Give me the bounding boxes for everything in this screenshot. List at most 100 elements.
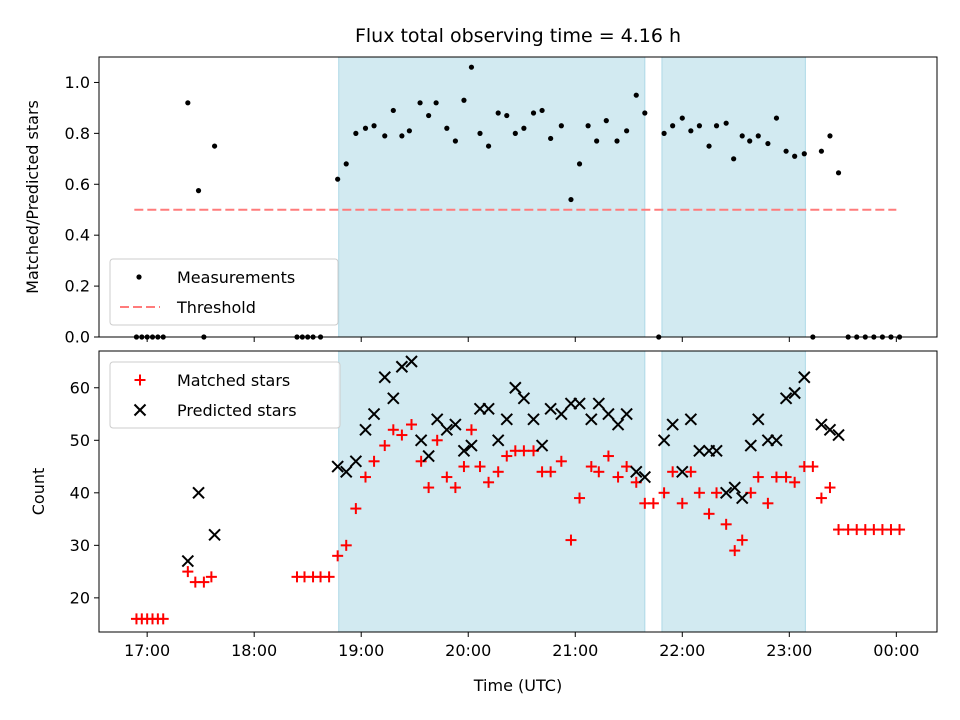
measurement-point: [371, 123, 377, 129]
matched-star-point: [518, 445, 530, 457]
cross-stroke-b: [657, 434, 671, 447]
matched-star-point: [458, 461, 470, 473]
predicted-legend-marker: [133, 403, 147, 417]
bottom-y-ticks: 20 30 40 50 60: [70, 378, 99, 607]
y-tick-label: 50: [70, 431, 90, 450]
y-tick-label: 40: [70, 483, 90, 502]
measurement-point: [521, 125, 527, 131]
measurement-point: [353, 130, 359, 136]
matched-star-point: [894, 524, 906, 536]
matched-star-point: [685, 466, 697, 478]
predicted-star-point: [359, 423, 372, 436]
cross-stroke-b: [133, 403, 147, 417]
measurement-point: [723, 120, 729, 126]
predicted-star-point: [815, 418, 828, 431]
predicted-star-point: [387, 392, 400, 405]
matched-star-point: [612, 471, 624, 483]
measurement-point: [642, 110, 648, 116]
matched-star-point: [824, 482, 836, 494]
y-tick-label: 1.0: [65, 73, 90, 92]
matched-star-point: [205, 571, 217, 583]
matched-star-point: [492, 466, 504, 478]
matched-star-point: [431, 434, 443, 446]
predicted-star-point: [788, 386, 801, 400]
cross-stroke-b: [752, 413, 765, 426]
matched-star-point: [474, 461, 486, 473]
measurement-point: [614, 138, 620, 144]
bottom-legend: Matched stars Predicted stars: [109, 361, 341, 429]
top-y-ticks: 0.0 0.2 0.4 0.6 0.8 1.0: [65, 73, 99, 347]
predicted-star-point: [620, 407, 633, 421]
measurements-legend-label: Measurements: [177, 268, 295, 287]
measurement-point: [417, 100, 423, 106]
matched-star-point: [729, 545, 741, 557]
measurement-point: [426, 112, 432, 119]
predicted-star-point: [349, 455, 363, 468]
matched-star-point: [368, 455, 380, 467]
cross-stroke-b: [666, 418, 679, 431]
y-tick-label: 30: [70, 536, 90, 555]
cross-stroke-b: [387, 392, 400, 405]
matched-star-point: [621, 461, 633, 473]
x-axis-label: Time (UTC): [473, 676, 562, 695]
bottom-x-ticks: 17:00 18:00 19:00 20:00 21:00 22:00 23:00 00:00: [124, 632, 919, 660]
predicted-star-point: [657, 434, 671, 447]
cross-stroke-b: [710, 444, 723, 458]
measurement-point: [585, 123, 591, 129]
predicted-star-point: [491, 434, 505, 447]
matched-star-point: [711, 487, 723, 499]
measurement-point: [504, 112, 510, 119]
predicted-star-point: [517, 392, 531, 405]
matched-star-point: [703, 508, 715, 520]
measurement-point: [818, 148, 825, 154]
measurement-point: [343, 161, 349, 167]
threshold-legend-label: Threshold: [176, 298, 256, 317]
matched-star-point: [807, 461, 819, 473]
cross-stroke-b: [440, 423, 454, 436]
cross-stroke-b: [676, 465, 689, 479]
measurement-point: [670, 123, 676, 129]
measurement-point: [783, 148, 789, 154]
count-panel: 20 30 40 50 60 17:00 18:00 19:00 20:00 21:00 22:0…: [29, 350, 938, 695]
predicted-star-point: [638, 470, 652, 484]
cross-stroke-b: [736, 491, 749, 505]
cross-stroke-b: [465, 439, 478, 452]
predicted-star-point: [367, 407, 381, 421]
measurement-point: [696, 123, 703, 129]
cross-stroke-b: [815, 418, 828, 431]
x-tick-label: 23:00: [766, 641, 812, 660]
y-tick-label: 0.2: [65, 277, 90, 296]
chart-title: Flux total observing time = 4.16 h: [355, 25, 681, 47]
measurement-point: [679, 115, 685, 121]
matched-star-point: [736, 534, 748, 546]
predicted-star-point: [457, 444, 471, 458]
bottom-legend-box: [109, 361, 341, 429]
measurement-point: [801, 151, 807, 157]
matched-star-point: [157, 613, 169, 625]
predicted-star-point: [395, 360, 409, 373]
y-tick-label: 20: [70, 588, 90, 607]
cross-stroke-b: [349, 455, 363, 468]
cross-stroke-b: [611, 418, 625, 431]
predicted-star-point: [592, 397, 606, 410]
measurement-point: [530, 110, 537, 116]
matched-star-point: [752, 471, 764, 483]
cross-stroke-b: [544, 402, 557, 415]
matched-star-point: [449, 482, 461, 494]
matched-star-point: [780, 471, 792, 483]
predicted-star-point: [422, 449, 435, 463]
predicted-star-point: [331, 460, 344, 473]
matched-star-point: [815, 492, 827, 504]
matched-star-point: [593, 466, 605, 478]
matched-star-point: [555, 455, 567, 467]
matched-star-point: [574, 492, 586, 504]
measurement-point: [747, 138, 753, 144]
matched-star-point: [323, 571, 335, 583]
measurement-point: [512, 130, 518, 136]
observing-window-1: [338, 56, 646, 338]
y-tick-label: 60: [70, 378, 90, 397]
cross-stroke-b: [331, 460, 344, 473]
cross-stroke-b: [693, 444, 706, 458]
predicted-star-point: [770, 434, 783, 447]
cross-stroke-b: [832, 428, 845, 442]
